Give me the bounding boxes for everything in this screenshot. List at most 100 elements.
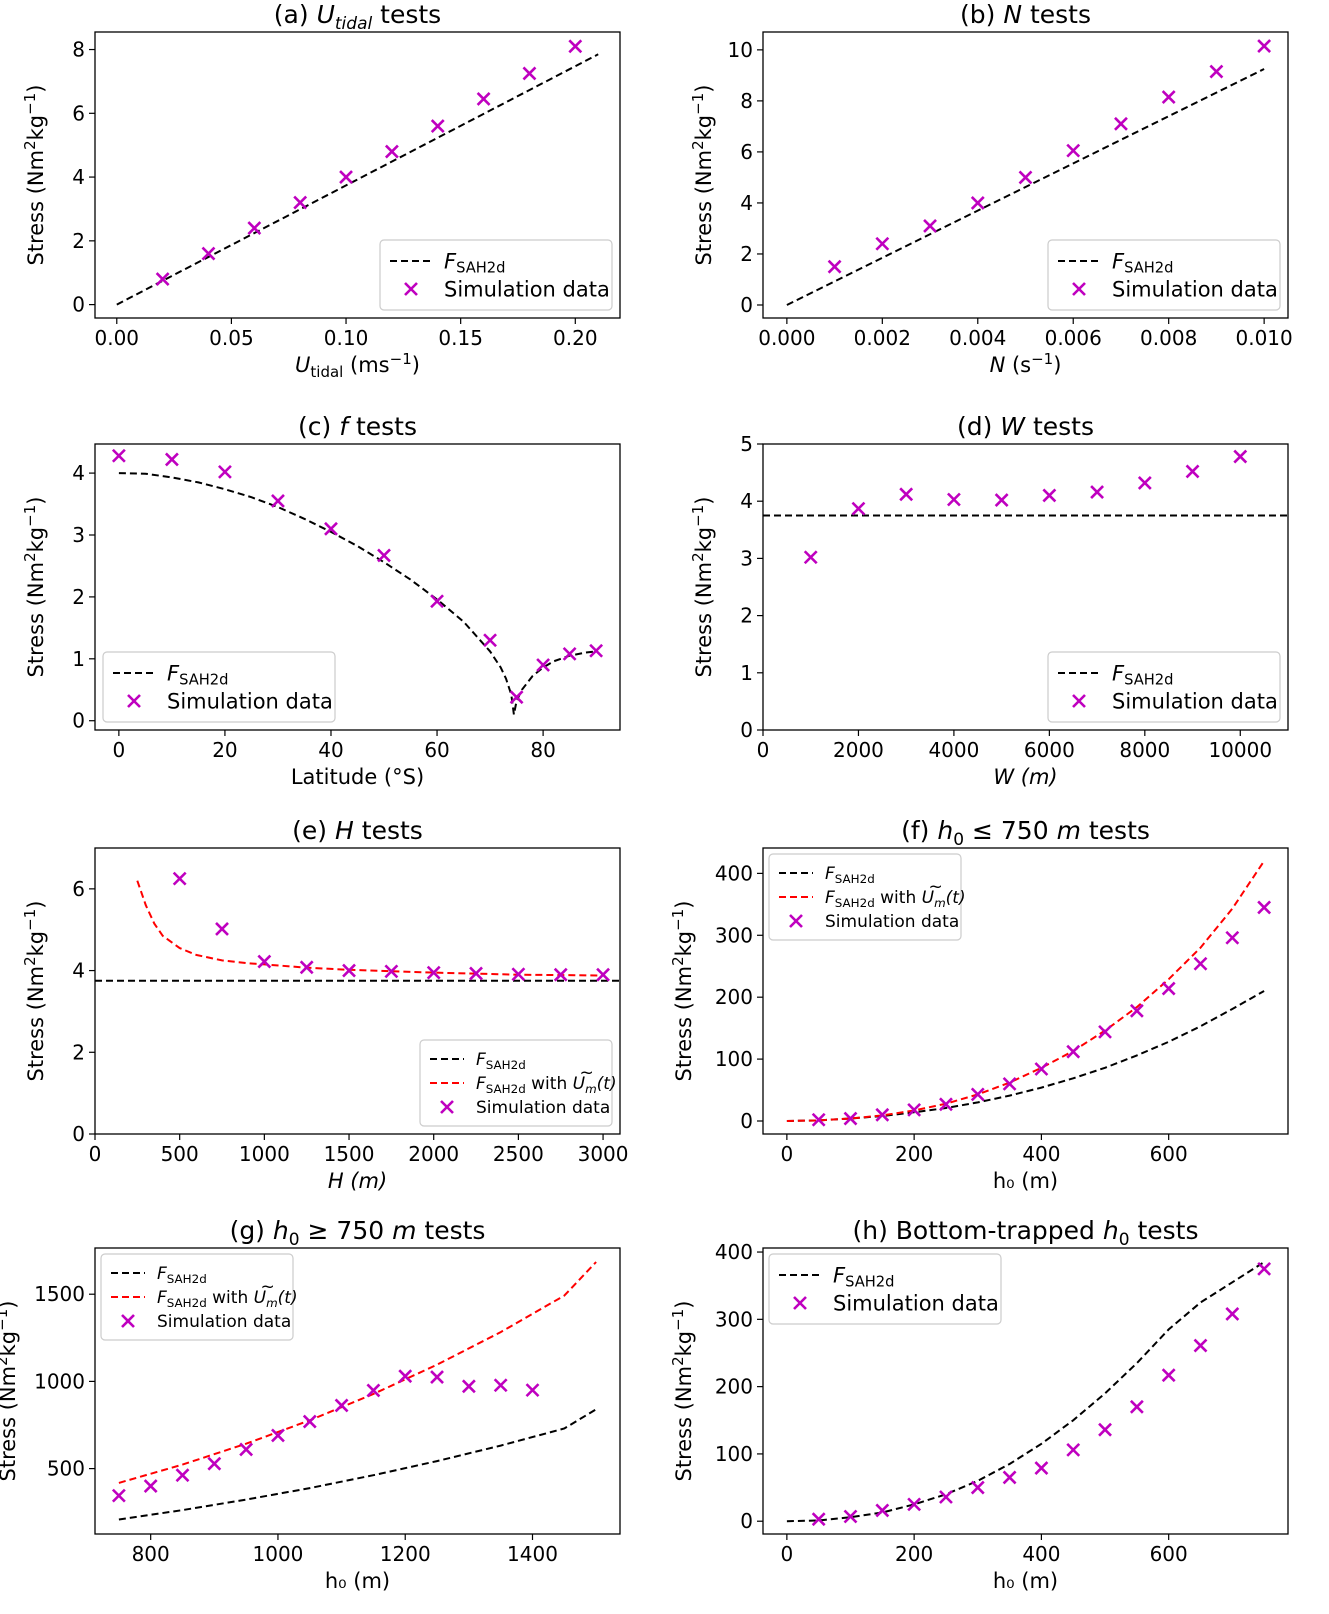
- fit-mod-line: [118, 1261, 597, 1484]
- sim-point: [201, 246, 216, 261]
- x-tick-label: 80: [530, 738, 555, 762]
- sim-points: [827, 39, 1272, 274]
- sim-point: [946, 492, 961, 507]
- x-tick-label: 40: [318, 738, 343, 762]
- x-tick-label: 0.002: [854, 326, 911, 350]
- chart-b: (b) N tests 0.000 0.002 0.004 0.006 0.008 0.01…: [689, 0, 1293, 377]
- x-tick-label: 0.006: [1045, 326, 1102, 350]
- x-tick-label: 2000: [408, 1142, 459, 1166]
- sim-point: [1185, 464, 1200, 479]
- sim-point: [1161, 1368, 1176, 1383]
- sim-point: [1193, 1338, 1208, 1353]
- x-tick-label: 200: [895, 1542, 933, 1566]
- axes-frame: [762, 1247, 1289, 1535]
- axes-frame: [762, 31, 1289, 319]
- sim-point: [1034, 1461, 1049, 1475]
- y-tick-label: 0: [72, 293, 85, 317]
- x-axis-label: h₀ (m): [993, 1569, 1058, 1593]
- series-lines: [786, 1261, 1265, 1523]
- y-tick-label: 1: [72, 647, 85, 671]
- legend-box: [1047, 239, 1281, 311]
- y-tick-label: 0: [740, 1109, 753, 1133]
- sim-point: [483, 633, 497, 648]
- x-tick-label: 6000: [1024, 738, 1075, 762]
- sim-point: [143, 1479, 158, 1493]
- y-tick-label: 300: [715, 1307, 753, 1331]
- x-tick-label: 400: [1022, 1142, 1060, 1166]
- sim-point: [1034, 1062, 1049, 1076]
- sim-point: [875, 1503, 890, 1518]
- legend-label: Simulation data: [157, 1312, 291, 1332]
- x-tick-label: 0.15: [438, 326, 483, 350]
- tilde-glyph: ~: [579, 1063, 593, 1083]
- sim-point: [923, 218, 937, 233]
- y-tick-label: 400: [715, 1240, 753, 1264]
- sim-point: [1090, 485, 1105, 499]
- legend-marker-swatch: [789, 914, 803, 928]
- x-tick-label: 800: [132, 1542, 170, 1566]
- y-tick-label: 8: [72, 38, 85, 62]
- x-tick-label: 20: [212, 738, 237, 762]
- sim-point: [461, 1379, 476, 1394]
- sim-point: [1137, 475, 1152, 490]
- y-axis-label: Stress (Nm2kg−1): [669, 901, 696, 1082]
- sim-point: [1161, 90, 1176, 104]
- y-tick-label: 6: [72, 877, 85, 901]
- sim-point: [257, 954, 272, 969]
- legend-label: FSAH2d: [1112, 661, 1173, 688]
- sim-point: [1225, 1307, 1240, 1321]
- y-axis-label: Stress (Nm2kg−1): [21, 901, 48, 1082]
- x-tick-label: 500: [161, 1142, 199, 1166]
- x-tick-label: 3000: [578, 1142, 629, 1166]
- sim-point: [1066, 143, 1081, 158]
- sim-point: [907, 1102, 922, 1117]
- x-tick-label: 8000: [1119, 738, 1170, 762]
- sim-point: [851, 501, 866, 516]
- sim-point: [155, 272, 170, 287]
- legend-label: FSAH2d: [1112, 249, 1173, 276]
- sim-point: [342, 963, 356, 978]
- sim-point: [175, 1468, 190, 1483]
- chart-title: (c) f tests: [298, 412, 417, 441]
- series-lines: [786, 68, 1265, 306]
- sim-point: [1257, 900, 1272, 915]
- legend-box: [379, 239, 613, 311]
- y-axis-label: Stress (Nm2kg−1): [21, 497, 48, 678]
- legend-label: FSAH2d: [167, 661, 228, 688]
- tilde-glyph: ~: [928, 877, 942, 897]
- sim-points: [111, 1369, 540, 1503]
- legend-box: [419, 1039, 613, 1127]
- sim-point: [875, 1107, 890, 1122]
- fit-line: [116, 53, 599, 306]
- x-tick-label: 0.010: [1236, 326, 1293, 350]
- sim-point: [247, 221, 262, 236]
- sim-point: [562, 646, 577, 661]
- sim-point: [339, 170, 353, 184]
- y-tick-label: 1500: [34, 1282, 85, 1306]
- legend-box: [100, 1253, 294, 1341]
- chart-title: (h) Bottom-trapped h0 tests: [852, 1216, 1198, 1250]
- fit-mod-line: [136, 880, 604, 977]
- x-tick-label: 0.004: [949, 326, 1006, 350]
- chart-c: (c) f tests 0 20 40 60 80 0 1 2 3 4 Latitude (°S) St…: [21, 412, 621, 789]
- x-tick-label: 600: [1150, 1542, 1188, 1566]
- y-axis-label: Stress (Nm2kg−1): [669, 1301, 696, 1482]
- chart-e: (e) H tests 0 500 1000 1500 2000 2500 3000 0 2 4 6 H…: [21, 816, 629, 1193]
- legend-label: FSAH2d: [825, 864, 875, 886]
- sim-points: [111, 448, 604, 705]
- sim-point: [811, 1512, 826, 1527]
- sim-point: [302, 1414, 317, 1429]
- x-axis-label: Latitude (°S): [291, 765, 424, 789]
- sim-points: [155, 39, 583, 287]
- sim-point: [334, 1398, 349, 1413]
- legend-marker-swatch: [404, 282, 418, 296]
- fit-line: [786, 68, 1265, 306]
- sim-point: [1098, 1024, 1112, 1039]
- sim-point: [299, 960, 314, 975]
- x-axis-label: N (s−1): [990, 350, 1062, 377]
- x-tick-label: 0: [780, 1542, 793, 1566]
- x-tick-label: 0: [89, 1142, 102, 1166]
